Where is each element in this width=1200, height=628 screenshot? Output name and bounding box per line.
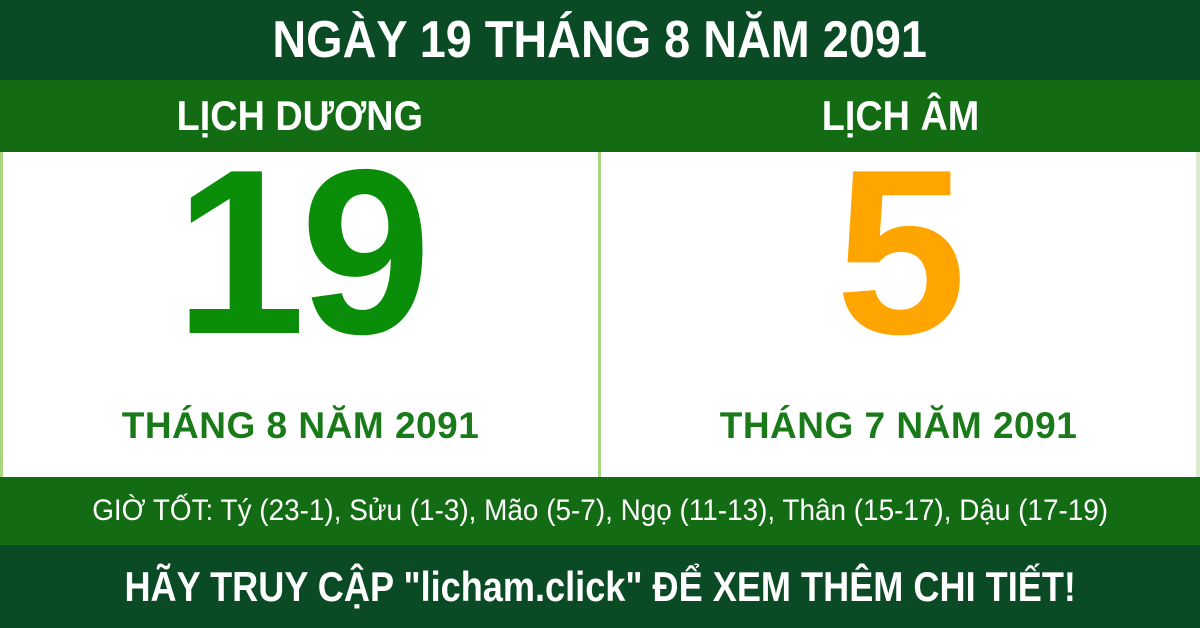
- solar-month-year: THÁNG 8 NĂM 2091: [121, 405, 480, 446]
- lunar-month-year: THÁNG 7 NĂM 2091: [719, 405, 1078, 446]
- good-hours-bar: GIỜ TỐT: Tý (23-1), Sửu (1-3), Mão (5-7)…: [0, 477, 1200, 545]
- footer-text: HÃY TRUY CẬP "licham.click" ĐỂ XEM THÊM …: [124, 562, 1076, 610]
- lunar-day-number: 5: [835, 120, 967, 383]
- column-divider: [598, 152, 601, 477]
- solar-calendar-panel: 19 THÁNG 8 NĂM 2091: [3, 134, 598, 477]
- lunar-calendar-label: LỊCH ÂM: [821, 92, 979, 139]
- lunar-calendar-panel: 5 THÁNG 7 NĂM 2091: [601, 134, 1196, 477]
- calendar-type-row: LỊCH DƯƠNG LỊCH ÂM: [0, 80, 1200, 152]
- solar-day-number: 19: [174, 120, 431, 383]
- calendar-body: 19 THÁNG 8 NĂM 2091 5 THÁNG 7 NĂM 2091: [0, 134, 1200, 477]
- solar-calendar-tab: LỊCH DƯƠNG: [0, 80, 600, 152]
- solar-calendar-label: LỊCH DƯƠNG: [176, 92, 424, 139]
- good-hours-text: GIỜ TỐT: Tý (23-1), Sửu (1-3), Mão (5-7)…: [92, 494, 1108, 527]
- date-header: NGÀY 19 THÁNG 8 NĂM 2091: [0, 0, 1200, 80]
- page-title: NGÀY 19 THÁNG 8 NĂM 2091: [272, 11, 928, 69]
- footer-cta: HÃY TRUY CẬP "licham.click" ĐỂ XEM THÊM …: [0, 545, 1200, 628]
- lunar-calendar-tab: LỊCH ÂM: [600, 80, 1200, 152]
